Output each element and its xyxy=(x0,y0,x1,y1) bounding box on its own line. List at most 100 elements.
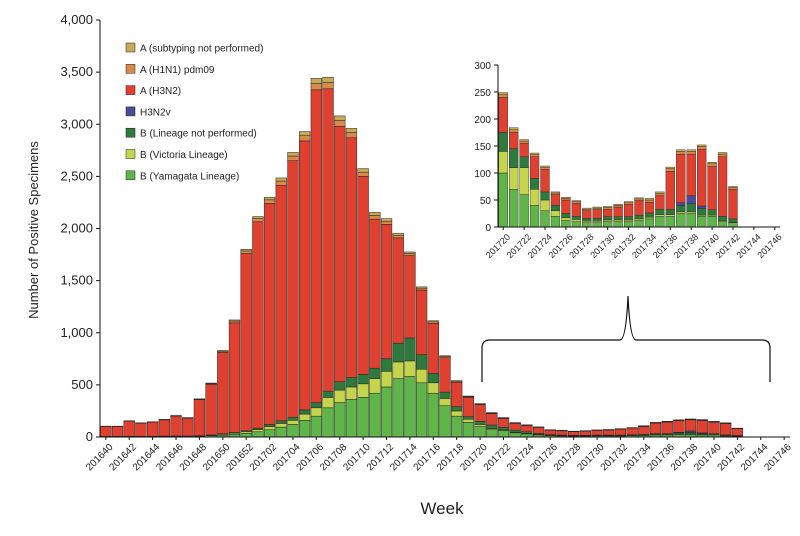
inset-bar-segment xyxy=(519,167,529,195)
inset-bar-segment xyxy=(644,201,655,214)
main-y-tick-label: 2,000 xyxy=(60,221,93,236)
main-bar-segment xyxy=(334,389,346,403)
main-bar-segment xyxy=(649,422,662,434)
inset-bar-segment xyxy=(519,140,529,144)
main-bar-segment xyxy=(252,429,264,433)
y-axis-title: Number of Positive Specimens xyxy=(26,141,41,319)
main-bar-segment xyxy=(334,120,346,127)
main-bar-segment xyxy=(462,416,475,420)
inset-bar-segment xyxy=(728,187,738,190)
legend-label: B (Yamagata Lineage) xyxy=(140,171,239,182)
main-bar-segment xyxy=(299,131,311,136)
main-bar-segment xyxy=(334,402,346,438)
main-bar-segment xyxy=(708,421,720,434)
main-bar-segment xyxy=(310,402,322,409)
main-y-tick-label: 0 xyxy=(86,429,93,444)
inset-bar-segment xyxy=(550,210,561,217)
main-bar-segment xyxy=(345,399,358,438)
inset-bar-segment xyxy=(634,218,644,221)
inset-bar-segment xyxy=(582,207,592,210)
inset-bar-segment xyxy=(550,215,561,228)
main-bar-segment xyxy=(252,431,264,438)
legend-label: A (H3N2) xyxy=(140,86,181,97)
main-bar-segment xyxy=(263,426,276,430)
inset-bar-segment xyxy=(561,199,571,214)
main-bar-segment xyxy=(486,413,498,426)
inset-bar-segment xyxy=(676,211,686,214)
inset-bar-segment xyxy=(676,205,686,213)
inset-bar-segment xyxy=(509,167,519,190)
main-bar-segment xyxy=(661,421,673,434)
main-bar-segment xyxy=(310,407,322,417)
inset-bar-segment xyxy=(717,221,728,228)
inset-bar-segment xyxy=(592,218,602,222)
main-bar-segment xyxy=(345,128,358,133)
main-bar-segment xyxy=(334,381,346,391)
inset-bar-segment xyxy=(697,215,707,228)
legend-swatch xyxy=(125,127,136,138)
inset-bar-segment xyxy=(561,217,571,221)
inset-y-tick-label: 300 xyxy=(474,61,491,72)
main-bar-segment xyxy=(275,180,287,186)
inset-bar-segment xyxy=(571,201,581,204)
inset-bar-segment xyxy=(509,129,519,133)
main-bar-segment xyxy=(380,218,393,222)
main-bar-segment xyxy=(310,78,322,84)
main-bar-segment xyxy=(263,203,276,425)
main-bar-segment xyxy=(380,220,393,225)
inset-bar-segment xyxy=(676,213,686,228)
inset-bar-segment xyxy=(676,153,686,203)
inset-bar-segment xyxy=(697,208,707,216)
inset-bar-segment xyxy=(686,211,696,214)
inset-bar-segment xyxy=(665,166,675,169)
inset-bar-segment xyxy=(686,213,696,228)
main-bar-segment xyxy=(299,420,311,438)
main-y-tick-label: 4,000 xyxy=(60,12,93,27)
legend-swatch xyxy=(125,170,136,181)
legend-label: B (Lineage not performed) xyxy=(140,129,257,140)
main-bar-segment xyxy=(263,199,276,204)
inset-bar-segment xyxy=(634,197,644,200)
main-bar-segment xyxy=(439,355,451,357)
main-bar-segment xyxy=(451,406,463,412)
main-bar-segment xyxy=(357,397,369,438)
inset-bar-segment xyxy=(592,209,602,219)
main-bar-segment xyxy=(474,404,486,422)
main-bar-segment xyxy=(205,384,217,436)
main-bar-segment xyxy=(322,407,334,438)
inset-y-tick-label: 250 xyxy=(474,88,491,99)
main-bar-segment xyxy=(462,397,475,417)
inset-bar-segment xyxy=(676,202,686,206)
inset-bar-segment xyxy=(603,216,613,221)
main-bar-segment xyxy=(439,391,451,399)
inset-bar-segment xyxy=(634,220,644,228)
main-bar-segment xyxy=(462,419,475,423)
inset-bar-segment xyxy=(550,194,561,206)
inset-bar-segment xyxy=(707,215,717,228)
main-bar-segment xyxy=(451,380,463,382)
main-bar-segment xyxy=(497,427,510,431)
inset-bar-segment xyxy=(665,215,675,228)
inset-bar-segment xyxy=(644,217,655,220)
inset-bar-segment xyxy=(644,212,655,218)
main-bar-segment xyxy=(392,232,404,236)
inset-bar-segment xyxy=(665,171,675,210)
main-bar-segment xyxy=(275,184,287,422)
inset-bar-segment xyxy=(582,222,592,228)
main-bar-segment xyxy=(462,395,475,397)
inset-bar-segment xyxy=(623,202,634,205)
main-bar-segment xyxy=(638,426,650,435)
main-bar-segment xyxy=(568,431,580,436)
main-bar-segment xyxy=(275,177,287,182)
inset-bar-segment xyxy=(529,178,540,190)
main-bar-segment xyxy=(474,426,486,438)
main-bar-segment xyxy=(404,255,416,339)
inset-bar-segment xyxy=(655,193,665,196)
inset-bar-segment xyxy=(655,215,665,228)
main-bar-segment xyxy=(240,433,252,438)
inset-bar-segment xyxy=(571,200,581,202)
legend-swatch xyxy=(125,64,136,74)
inset-bar-segment xyxy=(561,213,571,219)
main-bar-segment xyxy=(451,410,463,417)
